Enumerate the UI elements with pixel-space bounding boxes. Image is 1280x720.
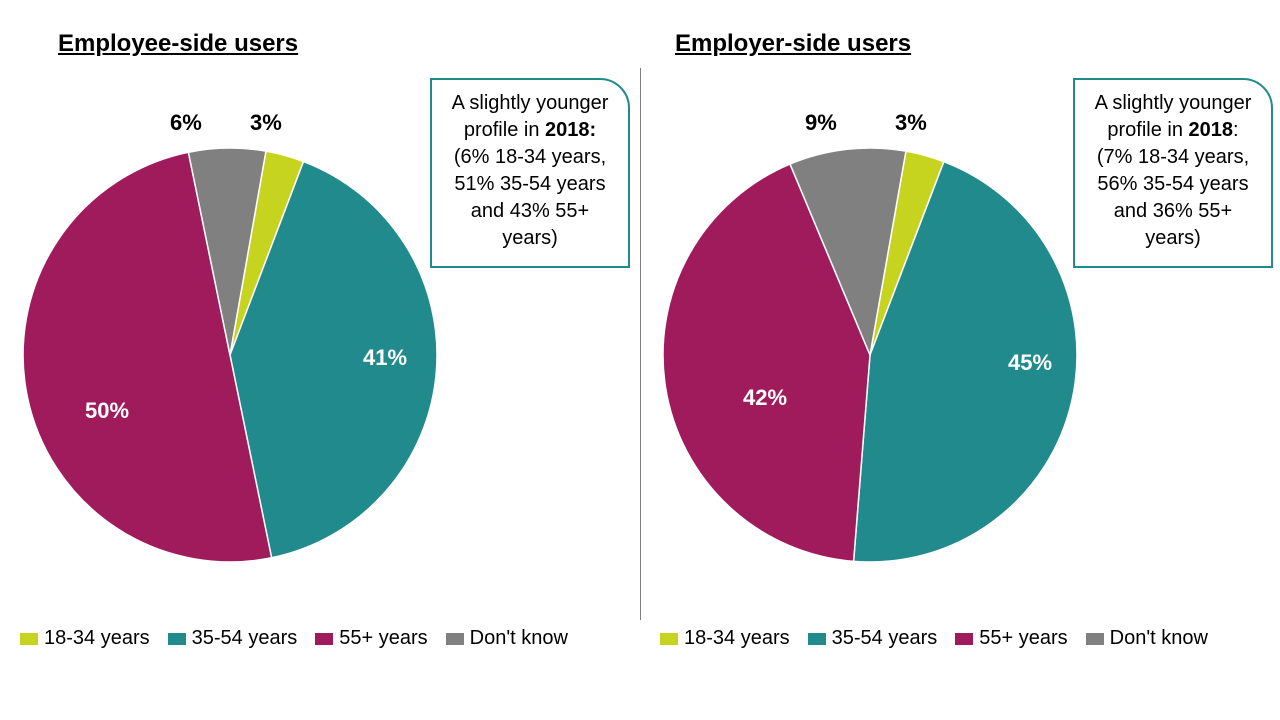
legend-label: 55+ years — [979, 627, 1067, 650]
pie-data-label: 50% — [85, 398, 129, 424]
legend-label: 18-34 years — [684, 627, 790, 650]
callout-text-bold: 2018 — [1189, 119, 1234, 141]
legend-label: Don't know — [1110, 627, 1208, 650]
legend-item: 18-34 years — [660, 627, 790, 650]
legend-item: 55+ years — [315, 627, 427, 650]
callout-text-suffix: (6% 18-34 years, 51% 35-54 years and 43%… — [454, 146, 606, 249]
legend-swatch — [1086, 633, 1104, 645]
title-employer: Employer-side users — [675, 30, 911, 58]
pie-data-label: 42% — [743, 385, 787, 411]
pie-data-label: 9% — [805, 110, 837, 136]
pie-data-label: 41% — [363, 345, 407, 371]
legend-swatch — [315, 633, 333, 645]
legend-swatch — [660, 633, 678, 645]
pie-data-label: 45% — [1008, 350, 1052, 376]
legend-label: 55+ years — [339, 627, 427, 650]
pie-data-label: 6% — [170, 110, 202, 136]
pie-data-label: 3% — [250, 110, 282, 136]
legend-swatch — [808, 633, 826, 645]
legend-item: 18-34 years — [20, 627, 150, 650]
legend-swatch — [20, 633, 38, 645]
legend-item: Don't know — [446, 627, 568, 650]
callout-text-bold: 2018: — [545, 119, 596, 141]
legend-item: 35-54 years — [808, 627, 938, 650]
pie-data-label: 3% — [895, 110, 927, 136]
title-employee: Employee-side users — [58, 30, 298, 58]
legend-label: Don't know — [470, 627, 568, 650]
callout-employee: A slightly younger profile in 2018: (6% … — [430, 78, 630, 268]
legend-swatch — [446, 633, 464, 645]
panel-employee-side: Employee-side users A slightly younger p… — [0, 0, 640, 720]
legend-swatch — [168, 633, 186, 645]
panel-employer-side: Employer-side users A slightly younger p… — [640, 0, 1280, 720]
legend-item: Don't know — [1086, 627, 1208, 650]
legend-label: 35-54 years — [832, 627, 938, 650]
chart-container: Employee-side users A slightly younger p… — [0, 0, 1280, 720]
legend-label: 35-54 years — [192, 627, 298, 650]
legend-label: 18-34 years — [44, 627, 150, 650]
legend-swatch — [955, 633, 973, 645]
callout-employer: A slightly younger profile in 2018: (7% … — [1073, 78, 1273, 268]
legend-item: 35-54 years — [168, 627, 298, 650]
legend-employer: 18-34 years 35-54 years 55+ years Don't kno… — [660, 627, 1260, 650]
legend-item: 55+ years — [955, 627, 1067, 650]
legend-employee: 18-34 years 35-54 years 55+ years Don't kno… — [20, 627, 620, 650]
